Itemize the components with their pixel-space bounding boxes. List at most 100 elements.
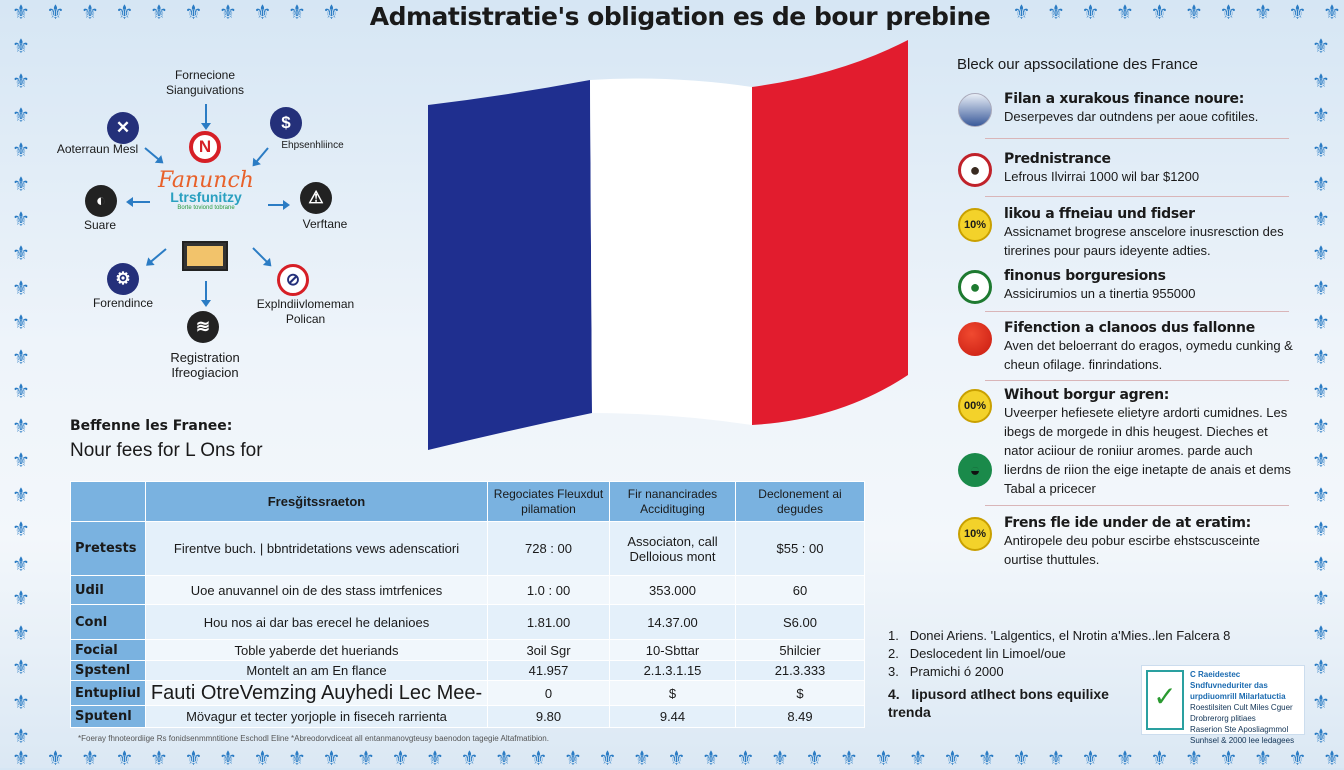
fleur-de-lis-icon: ⚜ bbox=[1312, 655, 1330, 679]
fleur-de-lis-icon: ⚜ bbox=[150, 746, 168, 770]
fleur-de-lis-icon: ⚜ bbox=[1254, 746, 1272, 770]
fleur-de-lis-icon: ⚜ bbox=[1150, 746, 1169, 770]
fleur-de-lis-icon: ⚜ bbox=[1081, 0, 1100, 24]
table-cell: Mövagur et tecter yorjople in fiseceh ra… bbox=[145, 705, 488, 728]
person-icon: ● bbox=[958, 153, 992, 187]
fleur-de-lis-icon: ⚜ bbox=[12, 137, 30, 162]
table-cell: Hou nos ai dar bas erecel he delanioes bbox=[145, 604, 488, 640]
divider bbox=[985, 380, 1289, 381]
fleur-de-lis-icon: ⚜ bbox=[184, 0, 203, 24]
person-icon: ● bbox=[958, 270, 992, 304]
arrow bbox=[146, 248, 167, 266]
divider bbox=[985, 196, 1289, 197]
table-cell: 2.1.3.1.15 bbox=[609, 660, 736, 681]
divider bbox=[985, 311, 1289, 312]
list-item: ● finonus borguresions Assicirumios un a t… bbox=[958, 268, 1293, 304]
table-cell: $55 : 00 bbox=[735, 521, 865, 576]
table-cell: Uoe anuvannel oin de des stass imtrfenic… bbox=[145, 575, 488, 605]
divider bbox=[985, 505, 1289, 506]
fleur-de-lis-icon: ⚜ bbox=[12, 34, 30, 58]
red-dot-icon bbox=[958, 322, 992, 356]
arrow bbox=[144, 147, 163, 163]
fleur-de-lis-icon: ⚜ bbox=[12, 746, 30, 770]
flag-white-stripe bbox=[590, 78, 752, 425]
arrow bbox=[205, 104, 207, 128]
fleur-de-lis-icon: ⚜ bbox=[253, 0, 272, 24]
fleur-de-lis-icon: ⚜ bbox=[1312, 275, 1330, 300]
fleur-de-lis-icon: ⚜ bbox=[1312, 241, 1330, 265]
no-sign-icon: N bbox=[189, 131, 221, 163]
node-label: Ehpsenhliince bbox=[281, 140, 344, 151]
fleur-de-lis-icon: ⚜ bbox=[12, 620, 30, 645]
list-item: 10% Frens fle ide under de at eratim: Anti… bbox=[958, 515, 1293, 569]
header-cell: Fresǧitssraeton bbox=[145, 481, 488, 522]
certification-badge: ✓ C Raeidestec Sndfuvneduriter das urpdi… bbox=[1141, 665, 1305, 745]
fleur-de-lis-icon: ⚜ bbox=[46, 746, 65, 770]
fleur-de-lis-icon: ⚜ bbox=[805, 746, 824, 770]
fleur-de-lis-icon: ⚜ bbox=[460, 746, 479, 770]
arrow bbox=[128, 201, 150, 203]
table-cell: 0 bbox=[487, 680, 610, 706]
table-cell: Firentve buch. | bbntridetations vews ad… bbox=[145, 521, 488, 576]
fleur-de-lis-icon: ⚜ bbox=[12, 448, 30, 472]
table-cell: 1.0 : 00 bbox=[487, 575, 610, 605]
fleur-de-lis-icon: ⚜ bbox=[12, 517, 30, 541]
table-row: Entupliul Fauti OtreVemzing Auyhedi Lec M… bbox=[70, 680, 865, 706]
fleur-de-lis-icon: ⚜ bbox=[1312, 310, 1330, 334]
gear-icon: ⚙ bbox=[107, 263, 139, 295]
fleur-de-lis-icon: ⚜ bbox=[667, 746, 686, 770]
node-label: Explndiivlomeman Polican bbox=[256, 297, 355, 326]
table-cell: $ bbox=[609, 680, 736, 706]
fleur-de-lis-icon: ⚜ bbox=[115, 0, 134, 24]
warning-icon: ⚠ bbox=[300, 182, 332, 214]
fleur-de-lis-icon: ⚜ bbox=[1116, 746, 1134, 770]
list-item: 2. Deslocedent lin Limoel/oue bbox=[888, 646, 1066, 661]
right-heading: Bleck our apssocilatione des France bbox=[957, 56, 1198, 73]
table-row: Pretests Firentve buch. | bbntridetations… bbox=[70, 521, 865, 576]
table-cell: $ bbox=[735, 680, 865, 706]
globe-icon bbox=[958, 93, 992, 127]
fleur-de-lis-icon: ⚜ bbox=[1323, 746, 1341, 770]
fleur-de-lis-icon: ⚜ bbox=[12, 379, 30, 403]
table-cell: 9.44 bbox=[609, 705, 736, 728]
fleur-de-lis-icon: ⚜ bbox=[564, 746, 582, 770]
fleur-de-lis-icon: ⚜ bbox=[978, 746, 996, 770]
fleur-de-lis-icon: ⚜ bbox=[1047, 746, 1065, 770]
fleur-de-lis-icon: ⚜ bbox=[1185, 0, 1203, 24]
table-cell: Associaton, call Delloious mont bbox=[609, 521, 736, 576]
fleur-de-lis-icon: ⚜ bbox=[391, 746, 410, 770]
dollar-icon: $ bbox=[270, 107, 302, 139]
prohibited-icon: ⊘ bbox=[277, 264, 309, 296]
table-row: Focial Toble yaberde det hueriands 3oil Sg… bbox=[70, 639, 865, 661]
list-item: 4. Iipusord atlhect bons equilixe trenda bbox=[888, 686, 1109, 720]
fleur-de-lis-icon: ⚜ bbox=[115, 746, 134, 770]
row-label: Spstenl bbox=[70, 660, 146, 681]
list-item: 3. Pramichi ó 2000 bbox=[888, 664, 1004, 679]
fleur-de-lis-icon: ⚜ bbox=[529, 746, 548, 770]
fleur-de-lis-icon: ⚜ bbox=[12, 310, 30, 334]
fleur-de-lis-icon: ⚜ bbox=[771, 746, 789, 770]
fleur-de-lis-icon: ⚜ bbox=[12, 689, 30, 714]
fleur-de-lis-icon: ⚜ bbox=[12, 413, 30, 438]
fleur-de-lis-icon: ⚜ bbox=[702, 746, 720, 770]
numbered-list: 1. Donei Ariens. 'Lalgentics, el Nrotin … bbox=[888, 627, 1230, 721]
center-logo: Fanunch Ltrsfunitzy Borte toviond tobran… bbox=[158, 168, 254, 211]
node-label: Aoterraun Mesl bbox=[56, 142, 139, 156]
fleur-de-lis-icon: ⚜ bbox=[1312, 34, 1330, 58]
node-label: Verftane bbox=[302, 217, 348, 231]
tablet-icon bbox=[182, 241, 228, 271]
fleur-de-lis-icon: ⚜ bbox=[874, 746, 893, 770]
fleur-de-lis-icon: ⚜ bbox=[1312, 413, 1330, 438]
fleur-de-lis-icon: ⚜ bbox=[943, 746, 962, 770]
table-cell: S6.00 bbox=[735, 604, 865, 640]
table-cell: Fauti OtreVemzing Auyhedi Lec Mee- bbox=[145, 680, 488, 706]
flag-red-stripe bbox=[752, 40, 908, 425]
left-subheading: Nour fees for L Ons for bbox=[70, 440, 263, 461]
flag-blue-stripe bbox=[428, 80, 592, 450]
list-item: 1. Donei Ariens. 'Lalgentics, el Nrotin … bbox=[888, 628, 1231, 643]
footnote: *Foeray fhnoteordiige Rs fonidsenmmntiti… bbox=[78, 734, 549, 743]
row-label: Focial bbox=[70, 639, 146, 661]
table-cell: 60 bbox=[735, 575, 865, 605]
fleur-de-lis-icon: ⚜ bbox=[1312, 448, 1330, 472]
table-row: Conl Hou nos ai dar bas erecel he delanio… bbox=[70, 604, 865, 640]
